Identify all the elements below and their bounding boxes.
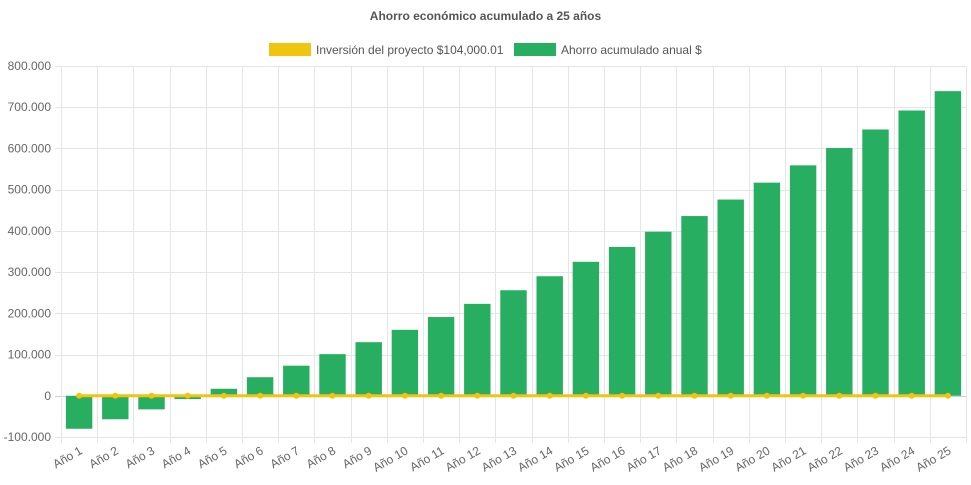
y-tick-label: 700.000 — [8, 100, 52, 114]
bar-savings[interactable] — [65, 395, 93, 429]
x-axis-ticks: Año 1 Año 2 Año 3 Año 4 Año 5 Año 6 Año 7 Año 8… — [50, 443, 953, 474]
y-tick-label: 600.000 — [8, 141, 52, 155]
x-tick-label: Año 19 — [696, 443, 736, 474]
x-tick-label: Año 5 — [195, 443, 229, 471]
bar-savings[interactable] — [717, 199, 744, 396]
chart-title: Ahorro económico acumulado a 25 años — [370, 9, 602, 23]
x-tick-label: Año 14 — [515, 443, 555, 474]
x-tick-label: Año 15 — [551, 443, 591, 474]
point-investment[interactable] — [112, 392, 119, 399]
point-investment[interactable] — [257, 392, 264, 399]
bar-savings[interactable] — [862, 129, 889, 396]
bar-savings[interactable] — [826, 148, 853, 396]
bar-savings[interactable] — [319, 354, 346, 396]
y-tick-label: 200.000 — [8, 306, 52, 320]
y-tick-label: 100.000 — [8, 348, 52, 362]
y-tick-label: 800.000 — [8, 59, 52, 73]
x-tick-label: Año 18 — [660, 443, 700, 474]
x-tick-label: Año 12 — [443, 443, 483, 474]
legend-label-savings: Ahorro acumulado anual $ — [561, 43, 702, 57]
bar-savings[interactable] — [102, 395, 129, 420]
point-investment[interactable] — [546, 392, 553, 399]
point-investment[interactable] — [76, 392, 83, 399]
point-investment[interactable] — [220, 392, 227, 399]
point-investment[interactable] — [184, 392, 191, 399]
point-investment[interactable] — [655, 392, 662, 399]
legend-item-savings[interactable]: Ahorro acumulado anual $ — [514, 43, 702, 57]
legend-label-investment: Inversión del proyecto $104,000.01 — [316, 43, 504, 57]
bar-savings[interactable] — [464, 303, 491, 396]
y-tick-label: 300.000 — [8, 265, 52, 279]
bar-savings[interactable] — [246, 377, 274, 396]
y-tick-label: 0 — [44, 389, 51, 403]
point-investment[interactable] — [293, 392, 300, 399]
x-tick-label: Año 1 — [50, 443, 84, 471]
x-tick-label: Año 6 — [231, 443, 265, 471]
x-tick-label: Año 9 — [340, 443, 374, 471]
grid — [55, 66, 967, 443]
point-investment[interactable] — [944, 392, 951, 399]
x-tick-label: Año 11 — [407, 443, 446, 474]
bar-savings[interactable] — [210, 388, 238, 396]
x-tick-label: Año 23 — [841, 443, 881, 474]
point-investment[interactable] — [872, 392, 879, 399]
point-investment[interactable] — [800, 392, 807, 399]
bar-savings[interactable] — [138, 395, 165, 410]
x-tick-label: Año 17 — [624, 443, 664, 474]
point-investment[interactable] — [510, 392, 517, 399]
bar-savings[interactable] — [934, 91, 962, 396]
legend-item-investment[interactable]: Inversión del proyecto $104,000.01 — [269, 43, 504, 57]
x-tick-label: Año 25 — [913, 443, 953, 474]
point-investment[interactable] — [401, 392, 408, 399]
y-tick-label: -100.000 — [4, 430, 52, 444]
x-tick-label: Año 21 — [769, 443, 809, 474]
point-investment[interactable] — [582, 392, 589, 399]
x-tick-label: Año 4 — [159, 443, 193, 471]
point-investment[interactable] — [691, 392, 698, 399]
x-tick-label: Año 2 — [87, 443, 121, 471]
point-investment[interactable] — [438, 392, 445, 399]
point-investment[interactable] — [727, 392, 734, 399]
bar-savings[interactable] — [753, 182, 781, 396]
bar-savings[interactable] — [355, 342, 382, 396]
x-tick-label: Año 7 — [268, 443, 302, 471]
investment-line — [76, 392, 951, 399]
x-tick-label: Año 3 — [123, 443, 157, 471]
bar-savings[interactable] — [645, 231, 672, 396]
point-investment[interactable] — [619, 392, 626, 399]
bar-savings[interactable] — [681, 216, 708, 396]
point-investment[interactable] — [836, 392, 843, 399]
x-tick-label: Año 20 — [732, 443, 772, 474]
bar-savings[interactable] — [898, 110, 925, 396]
bar-savings[interactable] — [789, 165, 817, 396]
y-tick-label: 500.000 — [8, 183, 52, 197]
bars — [65, 91, 962, 429]
bar-savings[interactable] — [572, 261, 600, 396]
x-tick-label: Año 16 — [588, 443, 628, 474]
legend-swatch-savings — [514, 43, 556, 56]
point-investment[interactable] — [908, 392, 915, 399]
x-tick-label: Año 10 — [370, 443, 410, 474]
legend-swatch-investment — [269, 43, 311, 56]
bar-savings[interactable] — [608, 246, 636, 396]
bar-savings[interactable] — [391, 329, 419, 396]
bar-savings[interactable] — [536, 276, 563, 396]
x-tick-label: Año 13 — [479, 443, 519, 474]
x-tick-label: Año 8 — [304, 443, 338, 471]
point-investment[interactable] — [365, 392, 372, 399]
bar-savings[interactable] — [500, 290, 527, 396]
point-investment[interactable] — [763, 392, 770, 399]
y-tick-label: 400.000 — [8, 224, 52, 238]
point-investment[interactable] — [148, 392, 155, 399]
point-investment[interactable] — [474, 392, 481, 399]
y-axis-ticks: 800.000 700.000 600.000 500.000 400.000 300.0… — [4, 59, 52, 444]
point-investment[interactable] — [329, 392, 336, 399]
legend: Inversión del proyecto $104,000.01 Ahorr… — [269, 43, 702, 57]
bar-savings[interactable] — [283, 365, 310, 396]
x-tick-label: Año 22 — [805, 443, 845, 474]
x-tick-label: Año 24 — [877, 443, 917, 474]
bar-savings[interactable] — [427, 317, 455, 396]
